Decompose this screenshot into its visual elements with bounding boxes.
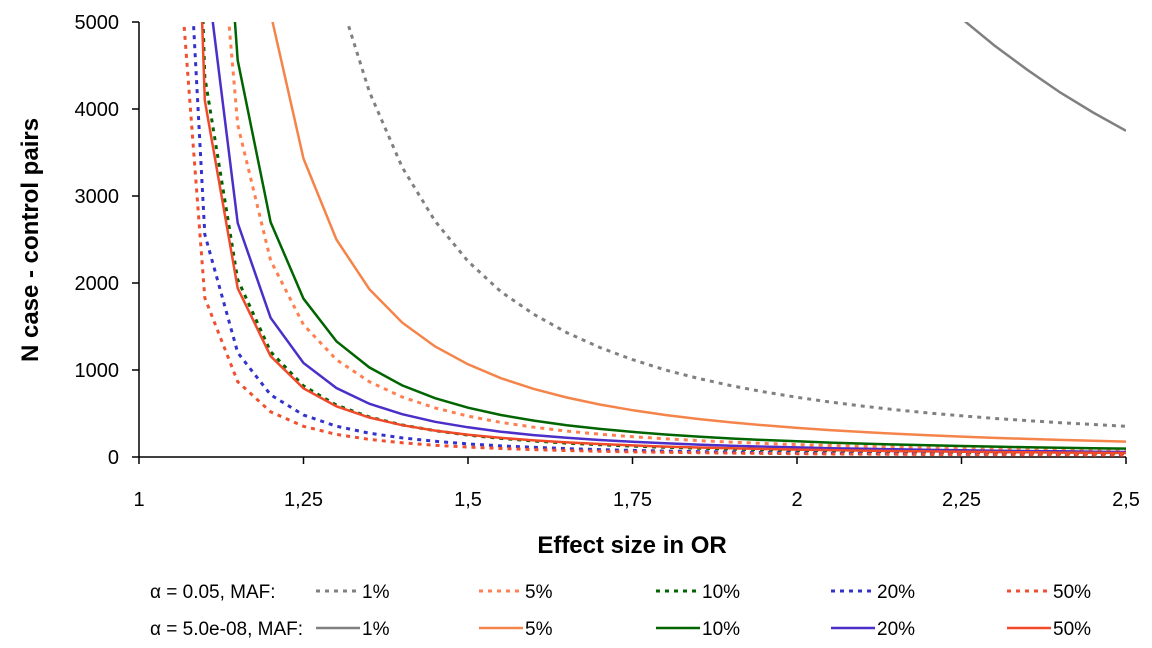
- legend-entry-label: 10%: [702, 619, 740, 640]
- series-line-10pct-alpha-5.0e-08: [233, 22, 1126, 450]
- series-line-1pct-alpha-0.05: [345, 22, 1126, 428]
- legend: α = 0.05, MAF: α = 5.0e-08, MAF: 1% 5% 10% 20…: [150, 582, 1091, 640]
- series-line-50pct-alpha-5.0e-08: [200, 22, 1126, 455]
- legend-entry-label: 5%: [525, 582, 553, 603]
- series-line-5pct-alpha-0.05: [227, 22, 1126, 453]
- x-tick-label: 1,75: [613, 489, 652, 511]
- legend-entry-label: 20%: [877, 619, 915, 640]
- y-axis-title: N case - control pairs: [17, 118, 44, 362]
- series-line-50pct-alpha-0.05: [182, 22, 1126, 457]
- y-tick-label: 4000: [75, 99, 120, 121]
- legend-entry-label: 50%: [1053, 582, 1091, 603]
- legend-entry-label: 10%: [702, 582, 740, 603]
- series-line-1pct-alpha-5.0e-08: [963, 22, 1126, 132]
- x-tick-label: 2,25: [942, 489, 981, 511]
- legend-row-label: α = 0.05, MAF:: [150, 582, 276, 603]
- legend-entry-label: 5%: [525, 619, 553, 640]
- x-axis-ticks: 1 1,25 1,5 1,75 2 2,25 2,5: [133, 457, 1140, 511]
- legend-entry-label: 1%: [362, 582, 390, 603]
- series-line-20pct-alpha-0.05: [191, 22, 1126, 457]
- legend-entry-label: 1%: [362, 619, 390, 640]
- series-line-10pct-alpha-0.05: [201, 22, 1126, 455]
- y-tick-label: 2000: [75, 273, 120, 295]
- x-axis-title: Effect size in OR: [537, 532, 726, 559]
- legend-entry-label: 20%: [877, 582, 915, 603]
- legend-entry-label: 50%: [1053, 619, 1091, 640]
- series-lines: [182, 22, 1126, 457]
- y-tick-label: 0: [108, 447, 119, 469]
- series-line-20pct-alpha-5.0e-08: [211, 22, 1126, 454]
- y-tick-label: 3000: [75, 186, 120, 208]
- y-axis-ticks: 0 1000 2000 3000 4000 5000: [75, 12, 139, 469]
- x-tick-label: 2: [791, 489, 802, 511]
- y-tick-label: 1000: [75, 360, 120, 382]
- y-tick-label: 5000: [75, 12, 120, 34]
- series-line-5pct-alpha-5.0e-08: [271, 22, 1126, 443]
- x-tick-label: 1,5: [454, 489, 482, 511]
- legend-row-label: α = 5.0e-08, MAF:: [150, 619, 303, 640]
- x-tick-label: 1,25: [284, 489, 323, 511]
- x-tick-label: 1: [133, 489, 144, 511]
- x-tick-label: 2,5: [1112, 489, 1140, 511]
